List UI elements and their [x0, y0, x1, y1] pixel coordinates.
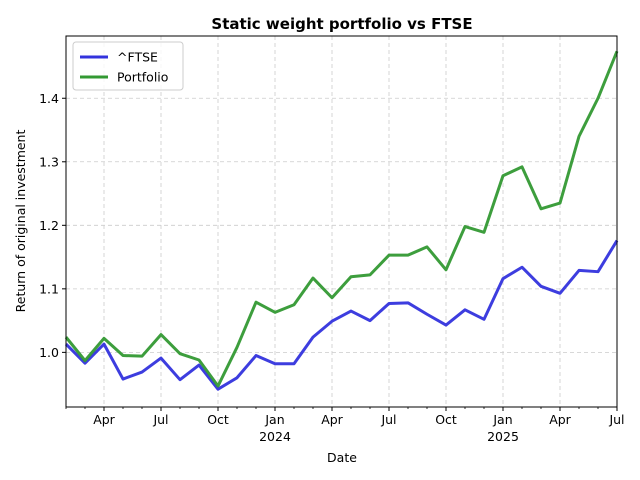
x-tick-label: Jul — [380, 412, 396, 427]
x-tick-label: Apr — [93, 412, 115, 427]
x-axis: Apr Jul Oct Jan 2024 Apr Jul Oct Jan 2025 Apr Jul — [65, 407, 625, 444]
series-layer — [64, 50, 619, 391]
x-tick-label: Jan — [264, 412, 284, 427]
x-tick-label: Jul — [152, 412, 168, 427]
legend: ^FTSE Portfolio — [72, 41, 184, 91]
y-axis-label: Return of original investment — [13, 130, 28, 313]
x-tick-label: Apr — [549, 412, 571, 427]
legend-label-ftse: ^FTSE — [117, 50, 158, 65]
y-tick-label: 1.3 — [39, 154, 59, 169]
legend-label-portfolio: Portfolio — [117, 70, 168, 85]
x-tick-label: Jul — [608, 412, 624, 427]
y-axis: 1.0 1.1 1.2 1.3 1.4 — [39, 91, 66, 360]
x-tick-year-label: 2024 — [259, 429, 291, 444]
x-tick-year-label: 2025 — [487, 429, 519, 444]
y-tick-label: 1.2 — [39, 218, 59, 233]
y-tick-label: 1.4 — [39, 91, 59, 106]
y-tick-label: 1.0 — [39, 345, 59, 360]
series-line-ftse — [64, 239, 619, 391]
series-line-portfolio — [64, 50, 619, 388]
y-tick-label: 1.1 — [39, 281, 59, 296]
x-tick-label: Apr — [321, 412, 343, 427]
x-axis-label: Date — [327, 450, 357, 465]
x-tick-label: Oct — [207, 412, 229, 427]
plot-frame — [65, 35, 618, 408]
grid — [66, 36, 618, 407]
x-tick-label: Oct — [435, 412, 457, 427]
chart-title: Static weight portfolio vs FTSE — [211, 15, 472, 33]
x-tick-label: Jan — [492, 412, 512, 427]
